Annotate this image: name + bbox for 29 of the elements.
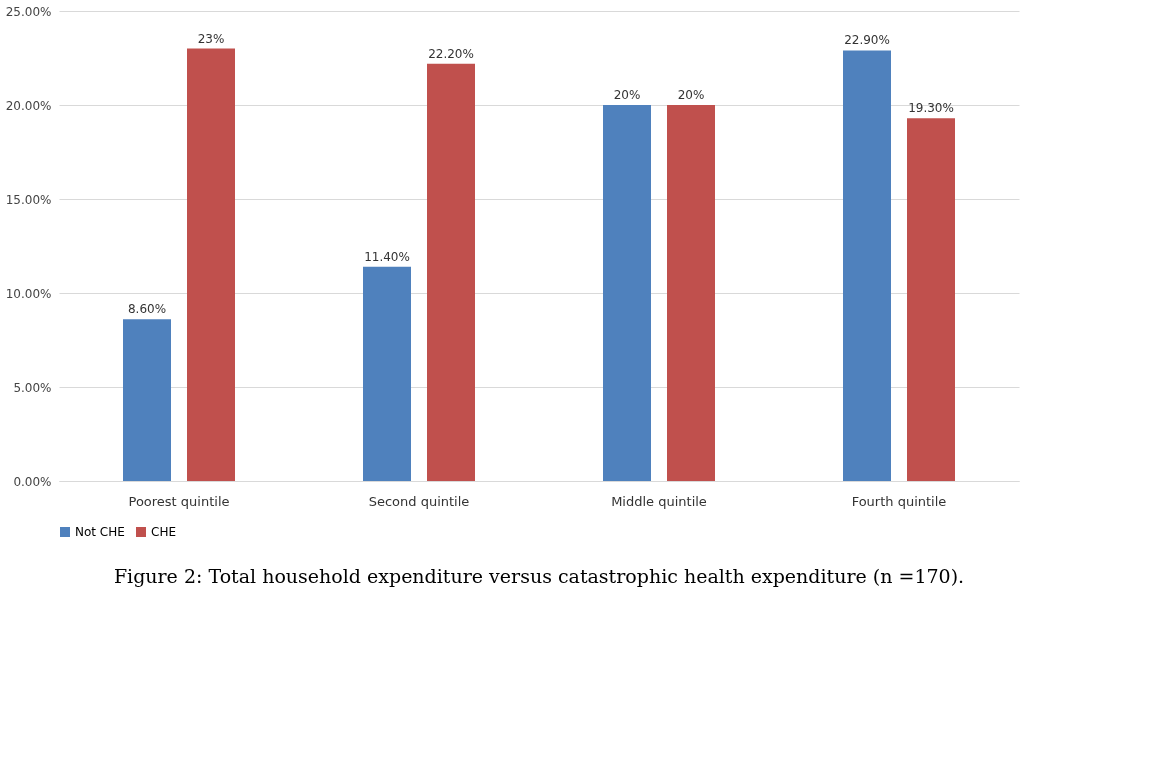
bar	[603, 105, 651, 481]
y-tick-label: 20.00%	[5, 98, 52, 113]
data-label: 22.90%	[844, 33, 890, 48]
x-tick-label: Fourth quintile	[851, 493, 947, 509]
legend-label: Not CHE	[75, 525, 125, 539]
data-label: 20%	[677, 88, 705, 102]
bar	[363, 266, 411, 481]
y-tick-label: 10.00%	[5, 286, 52, 301]
x-tick-label: Poorest quintile	[128, 493, 230, 509]
caption: Figure 2: Total household expenditure versus catastrophic health expenditure (n =170).	[113, 565, 965, 587]
y-tick-label: 15.00%	[5, 192, 52, 207]
data-label: 20%	[613, 88, 641, 102]
x-tick-label: Middle quintile	[611, 493, 707, 509]
legend-label: CHE	[151, 525, 176, 539]
bar	[123, 319, 171, 481]
bar	[843, 50, 891, 481]
y-tick-label: 0.00%	[13, 474, 52, 489]
bar	[187, 48, 235, 481]
data-label: 11.40%	[364, 249, 410, 264]
bar	[907, 118, 955, 481]
y-tick-label: 5.00%	[13, 380, 52, 395]
y-tick-label: 25.00%	[5, 4, 52, 19]
data-label: 19.30%	[908, 101, 954, 116]
bar	[427, 63, 475, 481]
data-label: 23%	[197, 31, 225, 46]
bar	[667, 105, 715, 481]
data-label: 22.20%	[428, 46, 474, 61]
data-label: 8.60%	[127, 302, 167, 317]
x-tick-label: Second quintile	[368, 493, 470, 509]
